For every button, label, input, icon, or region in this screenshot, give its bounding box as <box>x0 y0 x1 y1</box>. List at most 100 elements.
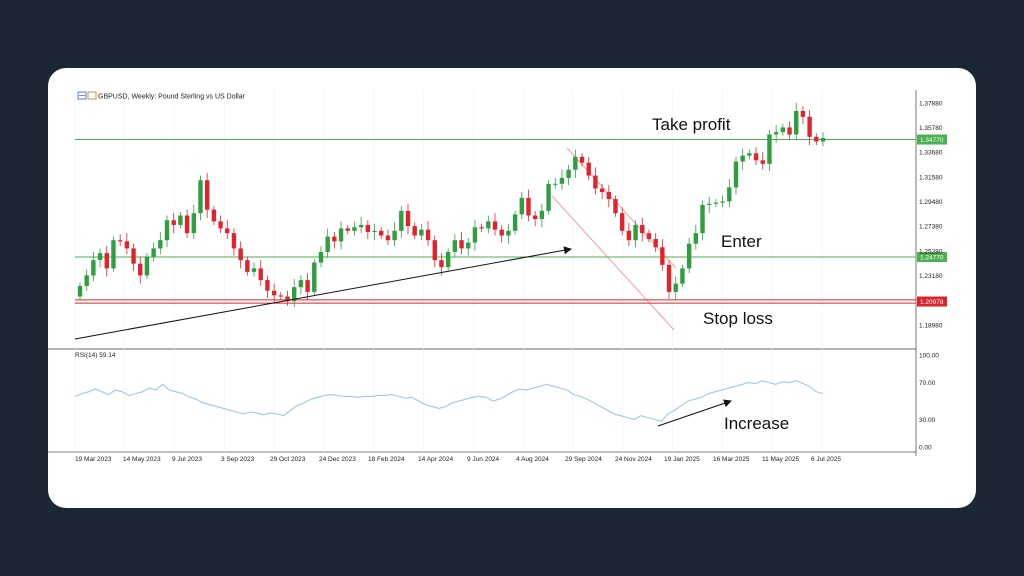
candle-body <box>111 240 116 269</box>
candle-body <box>573 156 578 170</box>
candle-body <box>814 136 819 142</box>
candle-body <box>352 227 357 231</box>
candle-body <box>358 224 364 228</box>
candle-body <box>77 286 83 297</box>
bear-channel <box>551 147 677 331</box>
time-tick-label: 16 Mar 2025 <box>713 456 750 463</box>
price-ticks: 1.37880 1.35780 1.33680 1.31580 1.29480 1.273… <box>919 100 943 329</box>
candle-body <box>204 180 210 210</box>
candle-body <box>265 280 270 291</box>
candle-body <box>700 204 705 234</box>
candle-body <box>707 203 712 205</box>
candle-body <box>559 177 565 184</box>
time-tick-label: 24 Nov 2024 <box>615 456 652 463</box>
candle-body <box>225 228 230 234</box>
candle-body <box>773 132 779 135</box>
channel-lower-line <box>551 195 675 331</box>
candle-body <box>305 280 310 292</box>
chart-type-icon[interactable] <box>77 91 87 100</box>
time-tick-label: 6 Jul 2025 <box>811 456 841 463</box>
price-tick-label: 1.25280 <box>919 248 943 255</box>
uptrend-arrow <box>74 246 572 340</box>
rsi-tick-label: 30.00 <box>919 417 936 424</box>
candle-body <box>298 280 304 288</box>
candle-body <box>613 199 618 214</box>
candle-body <box>606 192 612 200</box>
candle-body <box>626 230 632 241</box>
candle-body <box>278 295 284 297</box>
candle-body <box>760 160 765 164</box>
candle-body <box>312 262 317 292</box>
candle-body <box>753 153 759 161</box>
time-tick-label: 29 Oct 2023 <box>270 456 306 463</box>
candle-body <box>787 127 792 135</box>
candle-body <box>439 260 444 268</box>
candle-body <box>245 260 250 272</box>
chart-canvas: 1.34770 1.24770 1.20978 100.00 70.00 30.00 0.… <box>48 90 947 463</box>
candle-body <box>104 253 109 269</box>
candle-body <box>285 296 290 302</box>
time-tick-label: 18 Feb 2024 <box>368 456 405 463</box>
candle-body <box>144 256 150 276</box>
candle-body <box>673 283 678 292</box>
take-profit-label: Take profit <box>652 115 731 134</box>
candle-body <box>820 138 826 142</box>
level-price-tag <box>917 296 947 307</box>
rsi-tick-label: 0.00 <box>919 445 932 452</box>
candle-body <box>727 187 732 202</box>
candle-body <box>392 230 397 241</box>
chart-card: 1.34770 1.24770 1.20978 100.00 70.00 30.00 0.… <box>48 68 976 508</box>
rsi-tick-label: 70.00 <box>919 380 936 387</box>
candle-body <box>251 268 257 272</box>
rsi-increase-arrow <box>657 399 732 427</box>
candle-body <box>338 228 344 242</box>
candle-body <box>546 183 551 211</box>
price-tick-label: 1.37880 <box>919 100 943 107</box>
time-tick-label: 24 Dec 2023 <box>319 456 356 463</box>
enter-label: Enter <box>721 232 762 251</box>
candle-body <box>646 233 652 240</box>
candle-body <box>619 213 625 231</box>
candle-body <box>794 110 799 135</box>
price-tick-label: 1.18980 <box>919 322 943 329</box>
candle-body <box>405 210 411 227</box>
candle-body <box>365 224 371 232</box>
candle-body <box>178 215 183 225</box>
time-tick-label: 9 Jun 2024 <box>467 456 500 463</box>
candle-body <box>459 240 464 249</box>
time-tick-label: 4 Aug 2024 <box>516 456 549 463</box>
stop-loss-label: Stop loss <box>703 309 773 328</box>
level-price-tag <box>917 251 947 262</box>
candle-body <box>579 156 585 163</box>
candle-body <box>84 275 89 287</box>
candle-body <box>117 240 123 242</box>
candle-body <box>680 268 685 284</box>
candle-body <box>599 188 605 193</box>
price-levels: 1.34770 1.24770 1.20978 <box>75 134 947 307</box>
time-tick-label: 14 Apr 2024 <box>418 456 453 463</box>
candle-body <box>372 230 377 232</box>
indicator-icon[interactable] <box>87 91 97 100</box>
price-tick-label: 1.33680 <box>919 150 943 157</box>
candle-body <box>660 247 665 265</box>
candle-body <box>666 264 672 292</box>
candle-body <box>506 230 511 236</box>
rsi-tick-label: 100.00 <box>919 353 939 360</box>
time-tick-label: 29 Sep 2024 <box>565 456 602 463</box>
candle-body <box>231 233 237 249</box>
candle-body <box>519 197 524 215</box>
price-tick-label: 1.29480 <box>919 199 943 206</box>
candle-body <box>807 116 812 137</box>
symbol-header: GBPUSD, Weekly: Pound Sterling vs US Dol… <box>77 91 246 101</box>
candle-body <box>138 263 143 276</box>
candles <box>77 102 826 308</box>
chart-title: GBPUSD, Weekly: Pound Sterling vs US Dol… <box>98 94 246 101</box>
candle-body <box>653 239 658 248</box>
channel-upper-line <box>566 147 677 269</box>
candle-body <box>566 169 571 178</box>
candle-body <box>492 221 498 230</box>
candle-body <box>472 227 478 243</box>
level-price-label: 1.20978 <box>920 299 944 306</box>
price-tick-label: 1.31580 <box>919 174 943 181</box>
candle-body <box>97 253 103 261</box>
